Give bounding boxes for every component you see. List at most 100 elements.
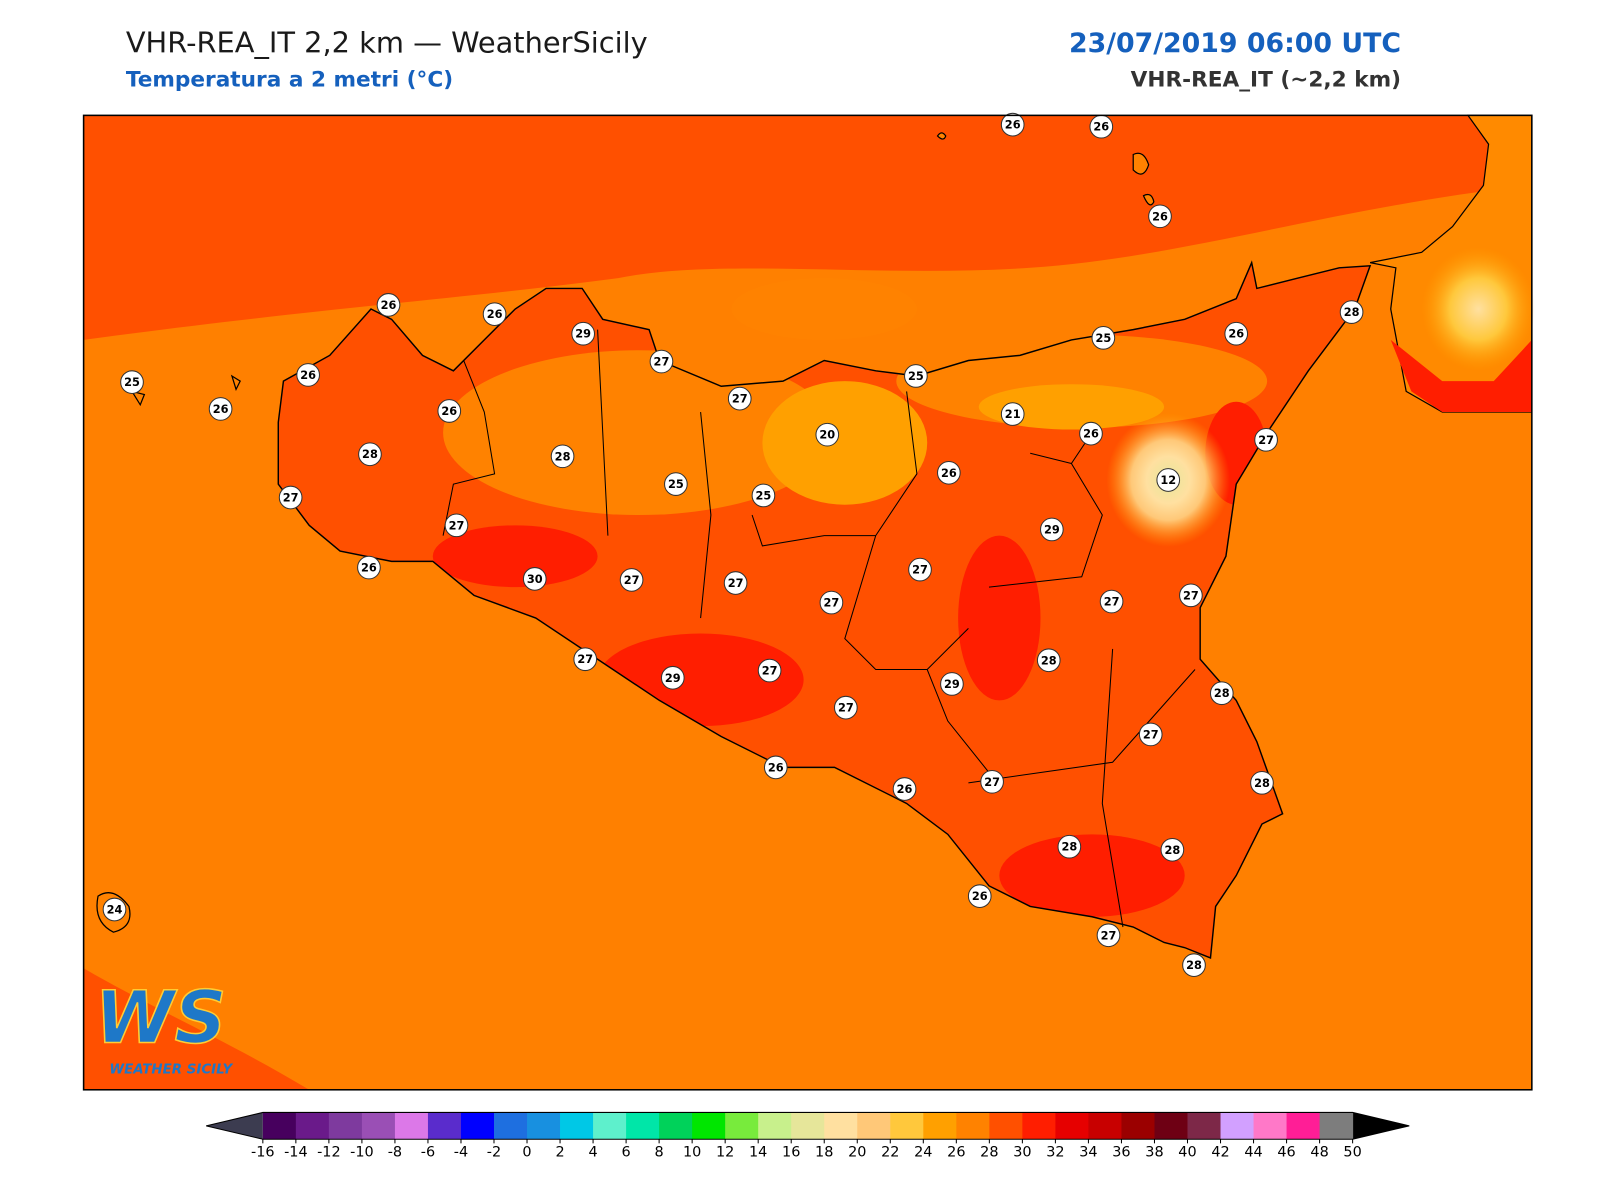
station-value: 26 [1093, 120, 1109, 134]
station-value: 27 [577, 652, 593, 666]
colorbar-tick-label: 10 [683, 1145, 701, 1161]
station: 29 [660, 665, 685, 690]
station-value: 27 [283, 491, 299, 505]
colorbar-bin [593, 1112, 627, 1140]
station-marker [727, 386, 752, 411]
colorbar-bin [328, 1112, 363, 1140]
colorbar-bin [1154, 1112, 1189, 1140]
colorbar-bin [1055, 1112, 1089, 1140]
station: 28 [1209, 681, 1234, 706]
colorbar-tick-label: -16 [251, 1145, 275, 1161]
station-marker [1096, 923, 1121, 948]
station-marker [1250, 770, 1274, 795]
station: 27 [833, 695, 858, 720]
station-marker [571, 321, 596, 346]
station-marker [102, 897, 127, 922]
colorbar-bin [427, 1112, 462, 1140]
colorbar-bin [890, 1112, 924, 1140]
colorbar-tick-label: -10 [350, 1145, 374, 1161]
station-value: 27 [984, 775, 1000, 789]
station-marker [120, 370, 144, 394]
colorbar-tick-label: 42 [1211, 1145, 1229, 1161]
station-value: 26 [1152, 209, 1168, 223]
station-marker [1000, 112, 1025, 137]
station-value: 28 [555, 449, 571, 463]
station-marker [967, 884, 992, 908]
station: 25 [1091, 326, 1116, 350]
colorbar-tick-label: 30 [1013, 1145, 1031, 1161]
station-marker [1057, 834, 1082, 859]
station-value: 27 [449, 518, 465, 532]
colorbar-bin [989, 1112, 1023, 1140]
colorbar-bin [262, 1112, 297, 1140]
colorbar-bin [626, 1112, 660, 1140]
station-value: 26 [441, 404, 457, 418]
colorbar-tick-label: 0 [522, 1145, 531, 1161]
station: 26 [1000, 112, 1025, 137]
station-marker [573, 647, 598, 672]
colorbar-tick-label: -6 [421, 1145, 435, 1161]
station: 12 [1156, 468, 1181, 492]
station-marker [522, 567, 547, 591]
map-frame [82, 114, 1533, 1091]
station-marker [723, 571, 748, 595]
colorbar-bin [527, 1112, 561, 1140]
station-marker [892, 777, 917, 801]
colorbar-bin [1187, 1112, 1222, 1140]
colorbar-bin [1088, 1112, 1122, 1140]
station-marker [1091, 326, 1116, 350]
warm-sea [83, 115, 1532, 340]
station: 26 [1089, 114, 1114, 139]
station: 26 [1148, 204, 1172, 229]
station: 27 [980, 769, 1004, 794]
colorbar-tick-label: 12 [716, 1145, 734, 1161]
station: 26 [892, 777, 917, 801]
station-value: 21 [1005, 407, 1021, 421]
station: 26 [482, 302, 507, 327]
sea-patch [731, 278, 917, 340]
station-value: 27 [728, 576, 744, 590]
station-value: 28 [1214, 686, 1230, 700]
station-value: 27 [1183, 588, 1199, 602]
station-value: 28 [362, 447, 378, 461]
station-marker [296, 363, 320, 387]
subtitle: Temperatura a 2 metri (°C) [126, 67, 453, 92]
colorbar-tick-label: 50 [1343, 1145, 1361, 1161]
station: 26 [936, 460, 961, 485]
province-borders [442, 329, 1196, 928]
colorbar-tick-label: 20 [848, 1145, 866, 1161]
station-marker [833, 695, 858, 720]
station-value: 26 [1083, 427, 1099, 441]
station-value: 29 [944, 677, 960, 691]
colorbar-bin [394, 1112, 429, 1140]
station: 27 [757, 658, 782, 683]
station: 27 [1179, 583, 1203, 608]
station-value: 28 [1041, 653, 1057, 667]
station-value: 28 [1164, 843, 1180, 857]
station: 30 [522, 567, 547, 591]
station-marker [1209, 681, 1234, 706]
station-marker [1182, 953, 1206, 977]
station: 28 [550, 444, 575, 469]
colorbar-bin [956, 1112, 990, 1140]
station-value: 25 [124, 375, 140, 389]
colorbar-outline [206, 1111, 1410, 1140]
colorbar-under [206, 1112, 263, 1140]
station-value: 27 [732, 392, 748, 406]
station-value: 26 [941, 466, 957, 480]
station-value: 25 [668, 477, 684, 491]
colorbar-tick-label: -12 [317, 1145, 341, 1161]
logo-initials: WS [95, 976, 226, 1060]
station-value: 25 [756, 488, 772, 502]
station-marker [376, 293, 401, 317]
station-marker [208, 397, 233, 421]
station: 29 [571, 321, 596, 346]
colorbar-tick-label: 24 [914, 1145, 932, 1161]
station-value: 28 [1344, 305, 1360, 319]
station: 27 [1096, 923, 1121, 948]
station: 26 [967, 884, 992, 908]
colorbar-tick-label: 48 [1310, 1145, 1328, 1161]
station: 28 [1036, 648, 1061, 673]
station: 27 [1099, 589, 1124, 614]
colorbar-tick-label: 34 [1079, 1145, 1097, 1161]
